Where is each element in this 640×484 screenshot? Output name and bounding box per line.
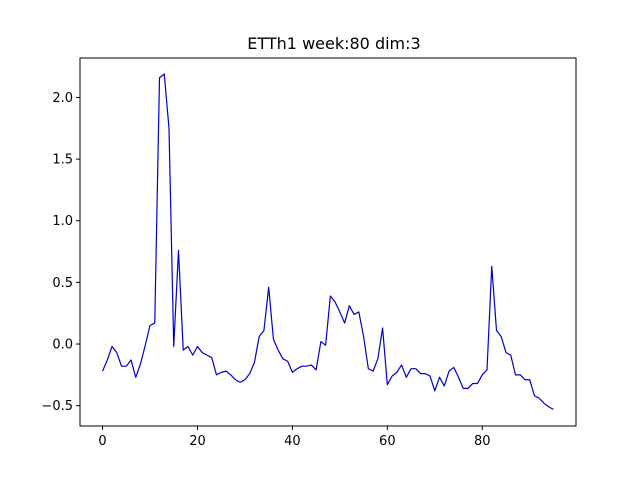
plot-area-frame <box>79 57 577 427</box>
x-tick-label: 80 <box>474 434 491 449</box>
y-tick-label: 1.5 <box>52 153 73 168</box>
y-axis: −0.5 0.0 0.5 1.0 1.5 2.0 <box>41 91 80 414</box>
x-axis: 0 20 40 60 80 <box>98 426 491 449</box>
chart-title: ETTh1 week:80 dim:3 <box>247 34 420 53</box>
y-tick-label: 1.0 <box>52 214 73 229</box>
series-line <box>101 73 554 410</box>
y-tick-label: −0.5 <box>41 399 73 414</box>
x-tick-label: 60 <box>379 434 396 449</box>
y-tick-label: 2.0 <box>52 91 73 106</box>
y-tick-label: 0.0 <box>52 338 73 353</box>
x-tick-label: 0 <box>98 434 106 449</box>
x-tick-label: 40 <box>284 434 301 449</box>
series-layer <box>101 73 554 410</box>
y-tick-label: 0.5 <box>52 276 73 291</box>
x-tick-label: 20 <box>189 434 206 449</box>
